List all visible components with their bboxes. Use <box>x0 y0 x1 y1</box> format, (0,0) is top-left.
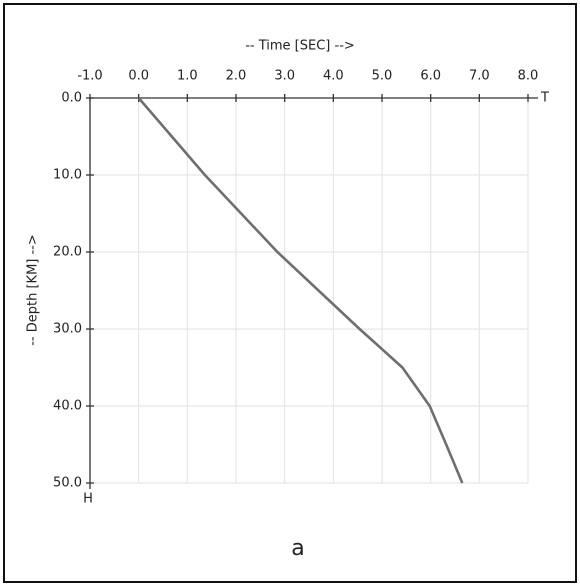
x-tick-label: 6.0 <box>420 69 441 84</box>
x-tick-label: 1.0 <box>177 69 198 84</box>
x-tick-label: 0.0 <box>128 69 149 84</box>
x-axis-end-label: T <box>540 91 549 106</box>
x-tick-label: 4.0 <box>323 69 344 84</box>
y-tick-label: 20.0 <box>53 245 82 260</box>
data-line <box>137 97 464 484</box>
y-tick-label: 50.0 <box>53 476 82 491</box>
y-tick-label: 40.0 <box>53 399 82 414</box>
y-tick-label: 0.0 <box>61 91 82 106</box>
x-tick-label: 7.0 <box>469 69 490 84</box>
frame <box>3 3 577 583</box>
x-tick-label: -1.0 <box>77 69 102 84</box>
x-tick-label: 3.0 <box>274 69 295 84</box>
x-tick-label: 8.0 <box>518 69 539 84</box>
caption: a <box>291 536 304 561</box>
y-axis-end-label: H <box>83 492 93 507</box>
x-tick-label: 2.0 <box>226 69 247 84</box>
x-axis-title: -- Time [SEC] --> <box>245 39 355 54</box>
x-tick-label: 5.0 <box>372 69 393 84</box>
y-tick-label: 10.0 <box>53 168 82 183</box>
y-tick-label: 30.0 <box>53 322 82 337</box>
y-axis-title: -- Depth [KM] --> <box>26 234 41 346</box>
